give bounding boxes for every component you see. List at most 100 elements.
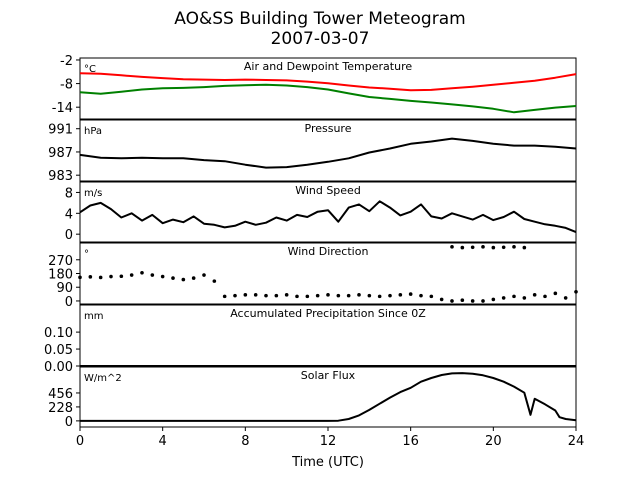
data-point (305, 294, 310, 299)
data-point (222, 294, 227, 299)
data-point (367, 293, 372, 298)
panel-title: Accumulated Precipitation Since 0Z (230, 307, 426, 320)
data-point (129, 273, 134, 277)
unit-label: hPa (84, 126, 102, 137)
panel-title: Wind Speed (295, 184, 361, 197)
data-point (532, 293, 537, 297)
x-tick-label: 12 (320, 434, 337, 449)
data-point (243, 293, 248, 297)
series-line (79, 200, 577, 234)
data-point (543, 294, 547, 299)
panel-frame (79, 57, 577, 120)
data-point (481, 299, 485, 303)
data-point (460, 245, 465, 250)
data-point (512, 245, 516, 249)
data-point (315, 293, 320, 298)
data-point (491, 297, 496, 302)
y-tick-label: 456 (48, 387, 73, 402)
y-tick-label: 0.10 (44, 326, 73, 341)
data-point (233, 293, 237, 298)
y-tick-label: 4 (65, 207, 73, 222)
data-point (346, 293, 351, 298)
panel-title: Solar Flux (301, 369, 356, 382)
data-point (140, 270, 144, 275)
data-point (274, 293, 279, 298)
x-tick-label: 0 (76, 434, 84, 449)
data-point (326, 293, 330, 297)
unit-label: °C (84, 64, 96, 75)
data-point (450, 245, 454, 249)
y-tick-label: -8 (60, 78, 73, 93)
x-tick-label: 8 (241, 434, 249, 449)
data-point (553, 291, 558, 296)
data-point (191, 276, 196, 280)
data-point (470, 299, 475, 303)
y-tick-label: 270 (48, 254, 73, 269)
data-point (119, 274, 124, 279)
y-tick-label: 987 (48, 146, 73, 161)
data-point (574, 290, 578, 294)
data-point (377, 294, 382, 299)
y-tick-label: 0 (65, 415, 73, 430)
data-point (109, 274, 113, 279)
data-point (336, 293, 341, 298)
x-tick-label: 24 (568, 434, 585, 449)
y-tick-label: 991 (48, 123, 73, 138)
data-point (88, 275, 93, 279)
data-point (481, 245, 485, 249)
data-point (491, 245, 496, 250)
data-point (419, 293, 423, 298)
data-point (460, 298, 465, 302)
series-line (79, 83, 577, 114)
y-tick-label: 0 (65, 228, 73, 243)
data-point (388, 293, 392, 298)
data-point (398, 293, 403, 297)
x-tick-label: 4 (159, 434, 167, 449)
y-tick-label: 90 (56, 281, 73, 296)
data-point (470, 245, 475, 250)
y-tick-label: 983 (48, 169, 73, 184)
data-point (512, 294, 516, 299)
y-tick-label: 0.05 (44, 343, 73, 358)
data-point (202, 273, 206, 277)
data-point (522, 245, 527, 250)
data-point (212, 279, 217, 283)
data-point (253, 293, 258, 297)
y-tick-label: 8 (65, 186, 73, 201)
data-point (563, 296, 568, 300)
data-point (171, 276, 175, 280)
chart-title-line2: 2007-03-07 (270, 29, 370, 49)
y-tick-label: -2 (60, 54, 73, 69)
panel-frame (79, 119, 577, 182)
data-point (78, 275, 82, 280)
unit-label: mm (84, 311, 103, 322)
data-point (408, 292, 413, 296)
data-point (98, 275, 103, 280)
data-point (501, 296, 506, 300)
panel-title: Air and Dewpoint Temperature (244, 60, 412, 73)
unit-label: ° (84, 249, 89, 260)
y-tick-label: 180 (48, 268, 73, 283)
panel-title: Pressure (305, 122, 352, 135)
data-point (429, 294, 434, 299)
y-tick-label: -14 (52, 101, 73, 116)
series-line (79, 72, 577, 92)
data-point (501, 245, 506, 250)
y-tick-label: 0.00 (44, 360, 73, 375)
panel-title: Wind Direction (288, 245, 369, 258)
series-line (79, 137, 577, 169)
x-axis-label: Time (UTC) (291, 455, 364, 470)
y-tick-label: 228 (48, 401, 73, 416)
y-tick-label: 0 (65, 295, 73, 310)
data-point (295, 294, 299, 299)
data-point (160, 274, 165, 279)
data-point (284, 293, 289, 297)
data-point (450, 299, 454, 303)
chart-title-line1: AO&SS Building Tower Meteogram (174, 9, 466, 29)
data-point (264, 293, 268, 298)
x-tick-label: 16 (402, 434, 419, 449)
data-point (150, 273, 155, 277)
series-line (80, 372, 577, 422)
x-tick-label: 20 (485, 434, 502, 449)
